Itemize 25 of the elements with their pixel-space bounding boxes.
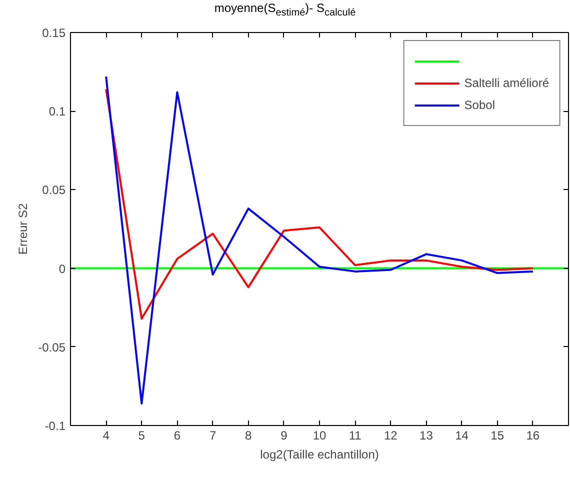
x-tick-label: 7 xyxy=(209,428,216,442)
x-tick-label: 9 xyxy=(280,428,288,442)
x-axis-title: log2(Taille echantillon) xyxy=(260,448,379,462)
y-tick-label: 0.05 xyxy=(42,183,66,198)
y-tick-label: 0 xyxy=(58,262,66,276)
x-tick-label: 6 xyxy=(174,428,181,442)
y-axis-title: Erreur S2 xyxy=(16,203,30,255)
y-tick-label: 0.1 xyxy=(48,104,66,119)
x-tick-label: 10 xyxy=(312,428,326,442)
y-tick-label: -0.1 xyxy=(44,419,66,433)
x-tick-label: 11 xyxy=(348,428,362,442)
x-tick-label: 13 xyxy=(420,428,434,442)
x-tick-label: 5 xyxy=(138,428,146,442)
line-series xyxy=(105,88,534,320)
x-tick-label: 14 xyxy=(455,428,469,442)
legend-label: Sobol xyxy=(464,98,495,112)
x-tick-label: 4 xyxy=(102,428,110,442)
x-tick-label: 12 xyxy=(384,428,398,442)
y-tick-label: 0.15 xyxy=(42,26,66,40)
x-tick-label: 16 xyxy=(526,428,540,442)
x-tick-label: 8 xyxy=(245,428,252,442)
chart-title: moyenne(S$_{estimé}$)- S$_{calculé}$ xyxy=(213,0,357,20)
legend-label: Saltelli amélioré xyxy=(464,76,549,90)
x-tick-label: 15 xyxy=(490,428,504,442)
y-tick-label: -0.05 xyxy=(38,340,66,354)
